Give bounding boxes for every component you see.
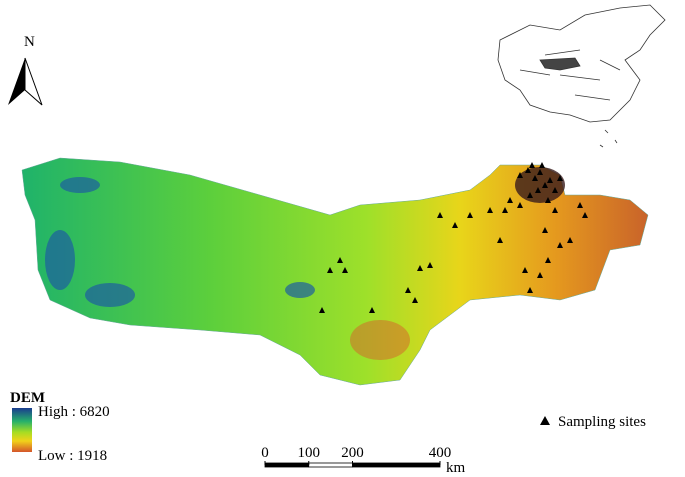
sampling-site	[537, 272, 543, 278]
sampling-site	[557, 175, 563, 181]
sampling-site	[552, 187, 558, 193]
sampling-site	[427, 262, 433, 268]
sampling-site	[437, 212, 443, 218]
sampling-site	[507, 197, 513, 203]
sampling-site	[452, 222, 458, 228]
sampling-site	[542, 182, 548, 188]
scale-label: 200	[341, 445, 364, 461]
sampling-site	[327, 267, 333, 273]
sampling-site	[417, 265, 423, 271]
legend-low: Low : 1918	[38, 448, 107, 464]
scale-segment	[264, 462, 310, 468]
sampling-site	[525, 167, 531, 173]
legend-title: DEM	[10, 390, 45, 406]
sampling-site	[337, 257, 343, 263]
legend-ramp	[12, 408, 32, 452]
sampling-site	[545, 257, 551, 263]
sampling-site	[369, 307, 375, 313]
scale-label: 0	[261, 445, 269, 461]
sampling-site	[527, 287, 533, 293]
study-region	[21, 157, 649, 386]
low-elevation	[350, 167, 565, 360]
sampling-site	[497, 237, 503, 243]
sampling-site	[535, 187, 541, 193]
high-elevation	[45, 177, 315, 307]
sampling-site	[467, 212, 473, 218]
inset-map	[497, 4, 666, 148]
sampling-site	[412, 297, 418, 303]
scale-label: 100	[298, 445, 321, 461]
sampling-site	[557, 242, 563, 248]
legend-high: High : 6820	[38, 404, 110, 420]
scale-segment	[352, 462, 441, 468]
scale-unit: km	[446, 460, 466, 476]
sampling-site	[547, 177, 553, 183]
sampling-site	[529, 162, 535, 168]
sampling-site	[517, 202, 523, 208]
sampling-site	[542, 227, 548, 233]
scale-segment	[308, 462, 353, 468]
sampling-site	[582, 212, 588, 218]
scale-label: 400	[429, 445, 452, 461]
sampling-site	[552, 207, 558, 213]
north-label: N	[24, 34, 35, 50]
sampling-site	[517, 172, 523, 178]
north-arrow	[8, 58, 25, 105]
sampling-site	[577, 202, 583, 208]
sampling-site	[522, 267, 528, 273]
north-arrow-outline	[24, 57, 43, 106]
site-legend-symbol	[540, 416, 550, 425]
sampling-site	[567, 237, 573, 243]
sampling-site	[487, 207, 493, 213]
sampling-site	[502, 207, 508, 213]
sampling-site	[532, 175, 538, 181]
sampling-site	[527, 192, 533, 198]
site-legend-label: Sampling sites	[558, 414, 646, 430]
sampling-site	[537, 169, 543, 175]
sampling-site	[342, 267, 348, 273]
sampling-site	[405, 287, 411, 293]
sampling-site	[545, 197, 551, 203]
sampling-site	[539, 162, 545, 168]
sampling-site	[319, 307, 325, 313]
